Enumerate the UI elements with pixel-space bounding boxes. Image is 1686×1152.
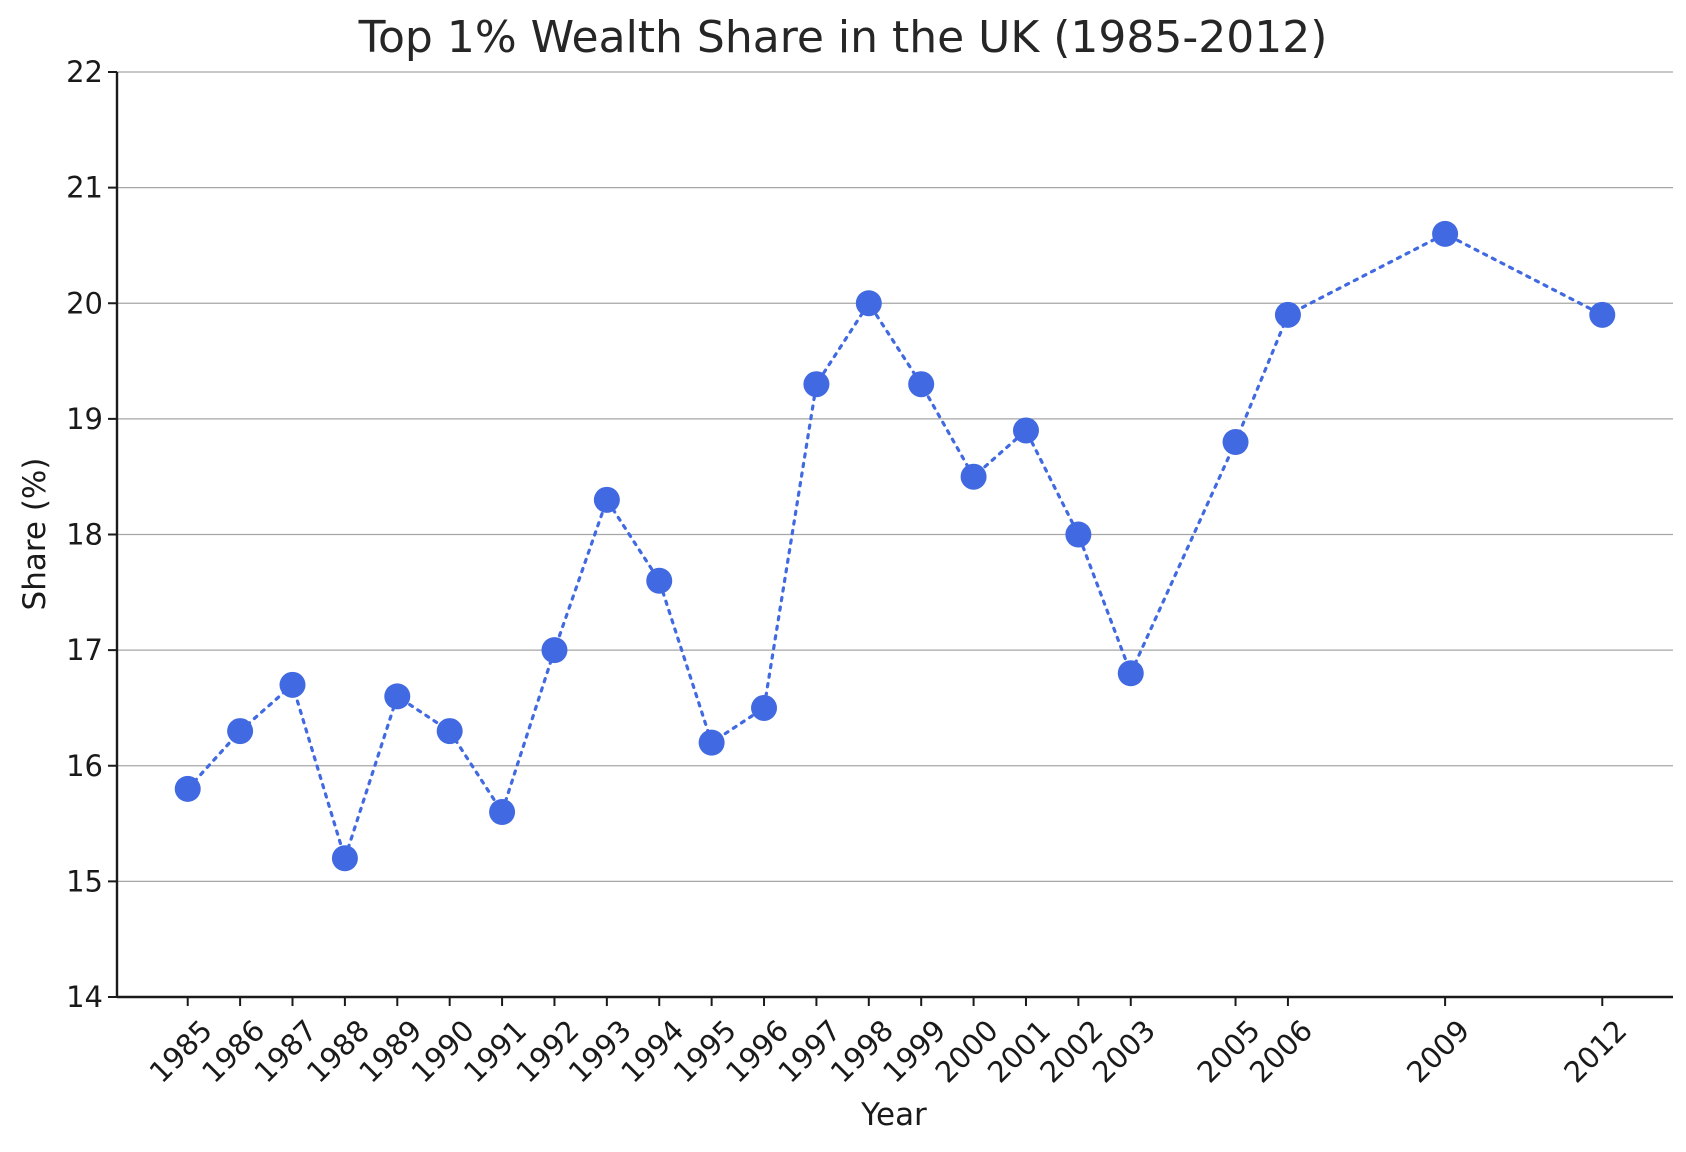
x-tick-label-2003: 2003 <box>1086 1013 1162 1089</box>
data-point-1991 <box>489 799 516 825</box>
series-line <box>186 232 1604 864</box>
data-point-2005 <box>1222 429 1249 455</box>
y-tick-label-16: 16 <box>66 749 103 783</box>
data-point-1995 <box>698 729 725 756</box>
y-axis-label: Share (%) <box>17 458 53 611</box>
data-point-1999 <box>908 371 935 398</box>
x-tick-label-2009: 2009 <box>1400 1013 1476 1089</box>
y-tick-label-18: 18 <box>66 518 103 552</box>
y-axis-ticks: 14 15 16 17 18 19 20 21 22 <box>66 55 117 1014</box>
grid <box>117 71 1673 883</box>
data-point-2001 <box>1012 417 1039 444</box>
y-tick-label-22: 22 <box>66 55 103 89</box>
y-tick-label-21: 21 <box>66 171 103 205</box>
data-point-2009 <box>1432 220 1459 247</box>
data-point-1994 <box>646 567 673 594</box>
data-point-1988 <box>331 845 358 872</box>
y-tick-label-14: 14 <box>66 980 103 1014</box>
y-tick-label-15: 15 <box>66 864 103 898</box>
series-line-0 <box>186 232 1604 864</box>
data-point-1989 <box>384 683 411 710</box>
data-point-2003 <box>1117 660 1144 687</box>
y-tick-label-17: 17 <box>66 633 103 667</box>
y-tick-label-19: 19 <box>66 402 103 436</box>
x-axis-label: Year <box>860 1097 927 1133</box>
data-point-2002 <box>1065 521 1092 548</box>
x-tick-label-2012: 2012 <box>1557 1013 1633 1089</box>
data-point-1996 <box>751 694 778 721</box>
x-tick-label-2006: 2006 <box>1243 1013 1319 1089</box>
data-point-1986 <box>227 718 254 745</box>
data-point-1997 <box>803 371 830 398</box>
data-point-1993 <box>593 486 620 513</box>
data-point-2012 <box>1589 301 1616 328</box>
data-points <box>174 220 1616 872</box>
data-point-2000 <box>960 463 987 490</box>
data-point-1998 <box>855 290 882 317</box>
data-point-1992 <box>541 637 568 664</box>
data-point-2006 <box>1274 301 1301 328</box>
chart-title: Top 1% Wealth Share in the UK (1985-2012… <box>358 12 1328 63</box>
data-point-1990 <box>436 718 463 745</box>
data-point-1985 <box>174 775 201 802</box>
x-axis-ticks: 1985198619871988198919901991199219931994… <box>143 997 1633 1089</box>
data-point-1987 <box>279 671 306 698</box>
y-tick-label-20: 20 <box>66 286 103 320</box>
